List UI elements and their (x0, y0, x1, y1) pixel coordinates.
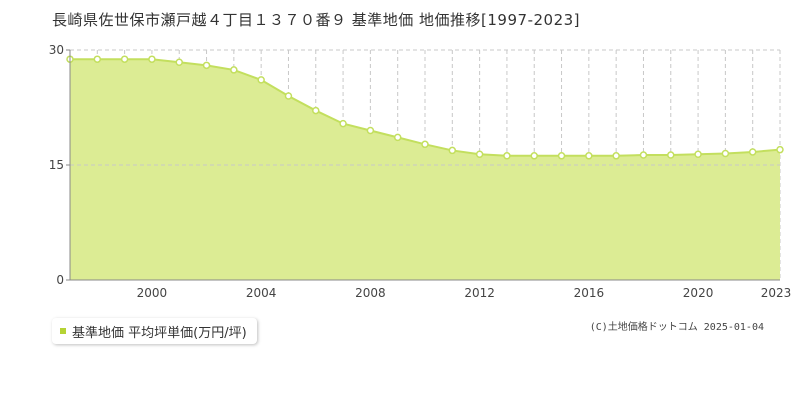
data-point (257, 76, 265, 84)
data-point (393, 133, 402, 142)
data-point (202, 61, 211, 70)
x-tick-label: 2008 (355, 286, 386, 300)
area-fill (70, 59, 780, 281)
data-point (120, 55, 129, 63)
x-tick-label: 2016 (574, 286, 605, 300)
credit-text: (C)土地価格ドットコム 2025-01-04 (589, 322, 764, 333)
data-point (776, 145, 784, 154)
data-point (721, 149, 730, 158)
data-point (748, 148, 757, 156)
data-point (694, 150, 702, 159)
chart-title: 長崎県佐世保市瀬戸越４丁目１３７０番９ 基準地価 地価推移[1997-2023] (52, 11, 581, 29)
x-tick-label: 2023 (761, 286, 792, 300)
data-point (530, 152, 538, 160)
data-point (639, 151, 648, 159)
data-point (421, 140, 429, 149)
data-point (557, 152, 566, 160)
data-point (148, 55, 156, 63)
data-point (312, 106, 320, 115)
data-point (503, 152, 511, 160)
legend-label: 基準地価 平均坪単価(万円/坪) (72, 325, 247, 341)
x-tick-label: 2012 (464, 286, 495, 300)
data-point (339, 119, 347, 128)
legend: 基準地価 平均坪単価(万円/坪) (52, 318, 257, 344)
data-point (230, 66, 238, 74)
data-point (667, 151, 675, 159)
x-tick-label: 2004 (246, 286, 277, 300)
data-point (448, 146, 457, 155)
data-point (475, 150, 484, 159)
y-tick-label: 15 (49, 158, 64, 172)
legend-swatch (60, 328, 66, 334)
data-point (93, 55, 102, 63)
data-point (366, 126, 375, 135)
data-point (612, 152, 620, 160)
x-tick-label: 2000 (137, 286, 168, 300)
x-tick-label: 2020 (683, 286, 714, 300)
y-tick-label: 0 (56, 273, 64, 287)
data-point (175, 58, 183, 67)
data-point (284, 92, 293, 100)
data-point (585, 152, 593, 160)
y-tick-label: 30 (49, 43, 64, 57)
